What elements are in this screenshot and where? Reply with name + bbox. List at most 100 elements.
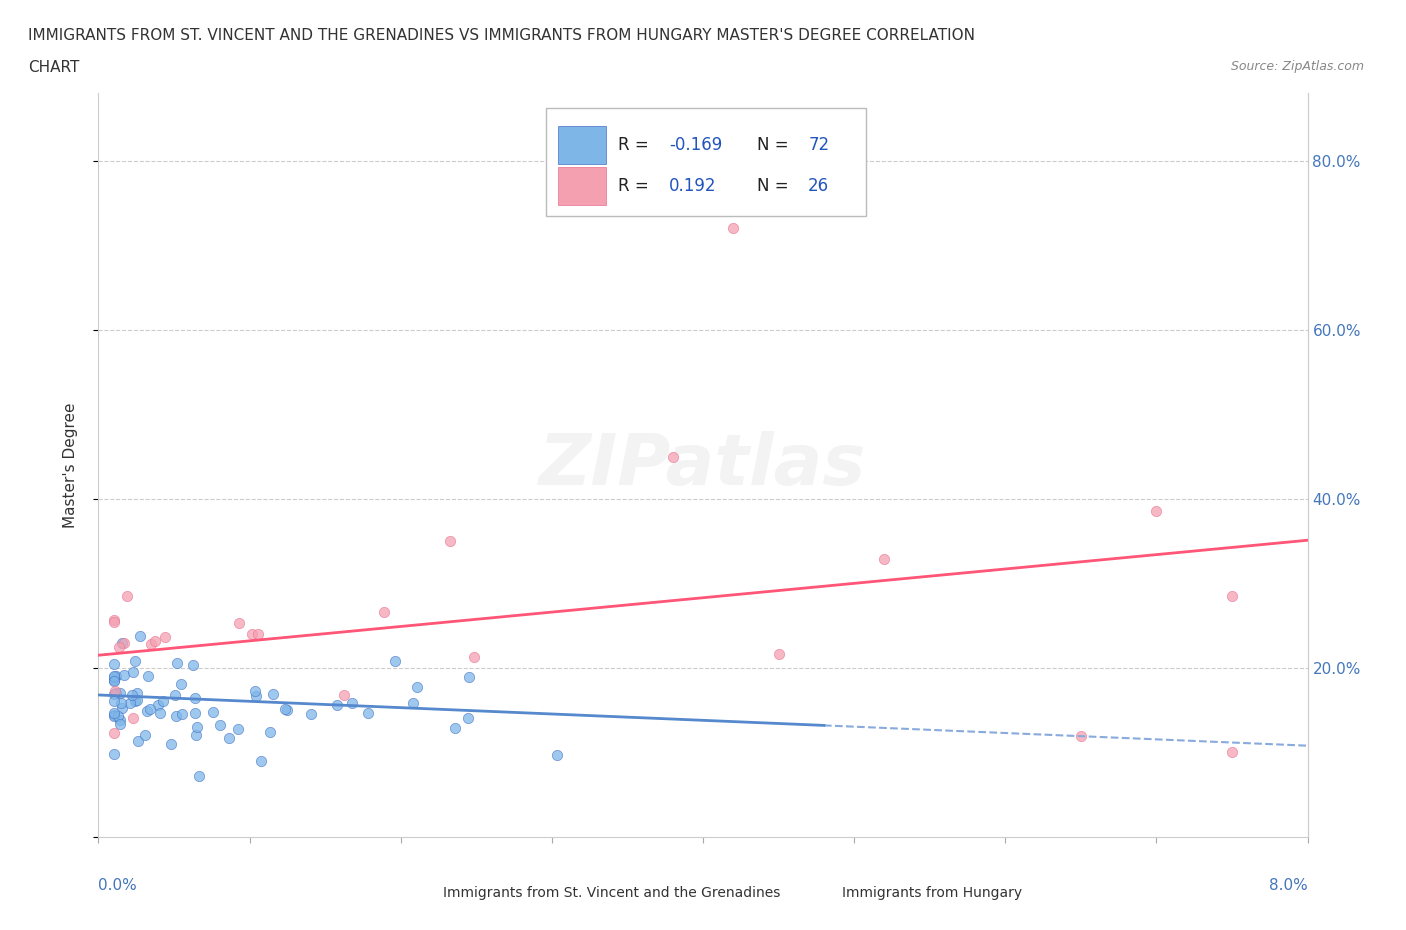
Point [1220, 745, 1243, 760]
Bar [406, 880, 437, 906]
Point [325, 698, 347, 712]
Point [276, 702, 298, 717]
Point [228, 615, 250, 630]
Text: -0.169: -0.169 [669, 136, 723, 154]
Point [103, 725, 125, 740]
Point [108, 685, 131, 700]
Point [115, 589, 138, 604]
Point [274, 701, 297, 716]
Point [114, 636, 136, 651]
Point [129, 629, 152, 644]
Point [135, 704, 157, 719]
Point [1070, 728, 1092, 743]
Point [218, 731, 240, 746]
Point [242, 626, 264, 641]
Point [723, 220, 745, 235]
Point [439, 534, 461, 549]
Point [299, 707, 322, 722]
Text: 8.0%: 8.0% [1268, 878, 1308, 893]
Point [184, 727, 207, 742]
Point [186, 720, 208, 735]
Point [103, 657, 125, 671]
Point [373, 604, 395, 619]
Point [184, 691, 207, 706]
Point [104, 684, 127, 698]
Point [262, 686, 284, 701]
Text: CHART: CHART [28, 60, 80, 75]
Text: IMMIGRANTS FROM ST. VINCENT AND THE GRENADINES VS IMMIGRANTS FROM HUNGARY MASTER: IMMIGRANTS FROM ST. VINCENT AND THE GREN… [28, 28, 976, 43]
Point [172, 707, 194, 722]
Text: 0.0%: 0.0% [98, 878, 138, 893]
Point [661, 449, 683, 464]
Point [136, 668, 159, 683]
Point [139, 701, 162, 716]
Point [124, 693, 146, 708]
Point [1146, 503, 1168, 518]
Point [247, 626, 270, 641]
Y-axis label: Master's Degree: Master's Degree [63, 403, 77, 527]
Point [153, 630, 176, 644]
Point [166, 656, 188, 671]
Point [458, 670, 481, 684]
Point [125, 693, 148, 708]
Text: R =: R = [619, 177, 654, 195]
Point [170, 677, 193, 692]
Point [444, 721, 467, 736]
Point [184, 706, 207, 721]
Point [187, 768, 209, 783]
Point [111, 701, 134, 716]
Point [463, 650, 485, 665]
Point [402, 696, 425, 711]
Point [149, 705, 172, 720]
Text: Immigrants from St. Vincent and the Grenadines: Immigrants from St. Vincent and the Gren… [443, 885, 780, 900]
Point [183, 658, 205, 672]
Point [768, 646, 790, 661]
Point [148, 698, 170, 712]
Text: Source: ZipAtlas.com: Source: ZipAtlas.com [1230, 60, 1364, 73]
Point [245, 688, 267, 703]
Text: N =: N = [758, 136, 794, 154]
Point [111, 636, 134, 651]
Point [143, 633, 166, 648]
Point [108, 717, 131, 732]
Point [105, 669, 128, 684]
Point [110, 696, 132, 711]
Text: 26: 26 [808, 177, 830, 195]
Point [165, 709, 187, 724]
Point [107, 709, 129, 724]
Point [108, 712, 131, 727]
Point [406, 680, 429, 695]
Point [163, 687, 186, 702]
Point [103, 708, 125, 723]
Text: N =: N = [758, 177, 794, 195]
Point [103, 747, 125, 762]
Point [121, 687, 143, 702]
Point [159, 737, 181, 751]
Point [124, 653, 146, 668]
Text: 72: 72 [808, 136, 830, 154]
Point [134, 727, 156, 742]
Point [384, 653, 406, 668]
Text: 0.192: 0.192 [669, 177, 717, 195]
Point [112, 668, 135, 683]
Point [103, 686, 125, 701]
Point [122, 711, 145, 725]
Point [209, 717, 232, 732]
Point [107, 640, 129, 655]
Bar [558, 167, 606, 205]
Point [250, 753, 273, 768]
Point [103, 672, 125, 687]
Text: Immigrants from Hungary: Immigrants from Hungary [842, 885, 1022, 900]
Point [342, 696, 364, 711]
Point [103, 670, 125, 684]
Point [103, 705, 125, 720]
Point [103, 693, 125, 708]
Point [357, 705, 380, 720]
Text: R =: R = [619, 136, 654, 154]
FancyBboxPatch shape [546, 108, 866, 216]
Point [873, 551, 896, 566]
Point [103, 709, 125, 724]
Point [139, 637, 162, 652]
Bar [558, 126, 606, 164]
Point [122, 665, 145, 680]
